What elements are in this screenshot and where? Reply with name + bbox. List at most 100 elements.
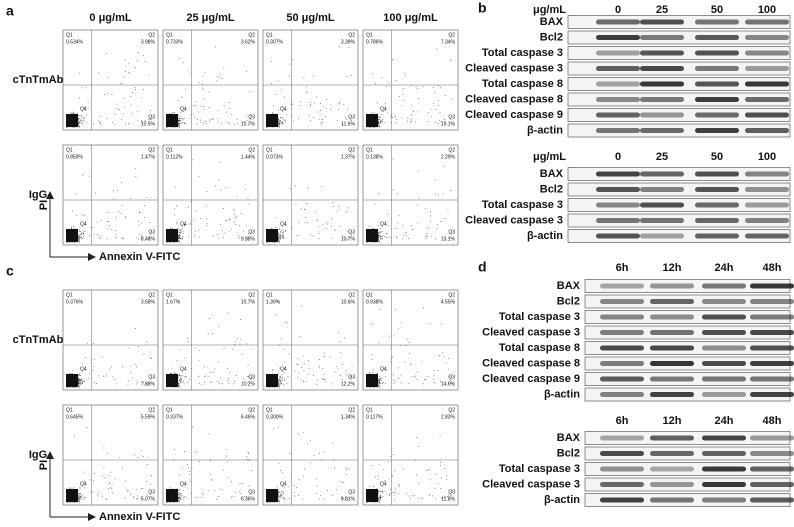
event-dot — [199, 383, 200, 384]
event-dot — [380, 236, 381, 237]
event-dot — [382, 121, 383, 122]
flow-plot: Q10.138%Q22.29%Q313.1%Q484.5% — [363, 145, 458, 245]
event-dot — [83, 237, 84, 238]
event-dot — [235, 492, 236, 493]
event-dot — [150, 110, 151, 111]
event-dot — [281, 123, 282, 124]
event-dot — [211, 474, 212, 475]
event-dot — [314, 455, 315, 456]
quadrant-percent: 11.6% — [341, 121, 355, 127]
event-dot — [324, 374, 325, 375]
event-dot — [239, 491, 240, 492]
event-dot — [339, 206, 340, 207]
event-dot — [85, 497, 86, 498]
event-dot — [440, 488, 441, 489]
event-dot — [128, 123, 129, 124]
event-dot — [106, 376, 107, 377]
event-dot — [151, 358, 152, 359]
row-label: IgG — [29, 449, 47, 461]
quadrant-name: Q3 — [448, 489, 455, 495]
event-dot — [435, 194, 436, 195]
event-dot — [85, 497, 86, 498]
quadrant-percent: 7.34% — [441, 39, 456, 45]
event-dot — [119, 109, 120, 110]
event-dot — [305, 223, 306, 224]
event-dot — [94, 359, 95, 360]
event-dot — [297, 364, 298, 365]
band — [702, 467, 746, 472]
event-dot — [97, 234, 98, 235]
band — [745, 218, 789, 223]
event-dot — [332, 495, 333, 496]
band — [695, 66, 739, 71]
event-dot — [87, 122, 88, 123]
flow-plot: Q11.39%Q210.6%Q312.2%Q475.9% — [263, 290, 358, 390]
quadrant-name: Q4 — [380, 221, 387, 227]
event-dot — [325, 379, 326, 380]
quadrant-percent: 88.5% — [166, 238, 181, 244]
event-dot — [71, 113, 72, 114]
event-dot — [139, 225, 140, 226]
event-dot — [177, 222, 178, 223]
event-dot — [81, 233, 82, 234]
event-dot — [382, 238, 383, 239]
event-dot — [69, 488, 70, 489]
event-dot — [279, 230, 280, 231]
protein-label: Cleaved caspase 8 — [482, 357, 580, 369]
event-dot — [186, 378, 187, 379]
event-dot — [281, 494, 282, 495]
event-dot — [279, 492, 280, 493]
event-dot — [174, 208, 175, 209]
event-dot — [285, 322, 286, 323]
event-dot — [346, 469, 347, 470]
band — [600, 315, 644, 320]
quadrant-name: Q2 — [448, 32, 455, 38]
event-dot — [402, 225, 403, 226]
band — [650, 361, 694, 366]
event-dot — [284, 238, 285, 239]
event-dot — [232, 349, 233, 350]
event-dot — [180, 233, 181, 234]
event-dot — [231, 114, 232, 115]
event-dot — [378, 234, 379, 235]
event-dot — [317, 486, 318, 487]
event-dot — [173, 460, 174, 461]
event-dot — [99, 238, 100, 239]
event-dot — [388, 237, 389, 238]
event-dot — [444, 356, 445, 357]
event-dot — [98, 120, 99, 121]
event-dot — [183, 490, 184, 491]
event-dot — [446, 363, 447, 364]
event-dot — [397, 193, 398, 194]
event-dot — [436, 122, 437, 123]
event-dot — [234, 210, 235, 211]
event-dot — [273, 370, 274, 371]
event-dot — [218, 496, 219, 497]
event-dot — [303, 433, 304, 434]
event-dot — [382, 383, 383, 384]
event-dot — [224, 106, 225, 107]
event-dot — [298, 358, 299, 359]
event-dot — [140, 234, 141, 235]
event-dot — [418, 171, 419, 172]
event-dot — [212, 119, 213, 120]
band — [600, 392, 644, 397]
event-dot — [340, 226, 341, 227]
protein-label: Total caspase 3 — [482, 199, 563, 211]
event-dot — [130, 96, 131, 97]
event-dot — [372, 323, 373, 324]
event-dot — [171, 373, 172, 374]
event-dot — [271, 83, 272, 84]
event-dot — [392, 117, 393, 118]
quadrant-name: Q3 — [148, 374, 155, 380]
event-dot — [129, 73, 130, 74]
event-dot — [180, 380, 181, 381]
event-dot — [84, 381, 85, 382]
band — [695, 113, 739, 118]
event-dot — [393, 454, 394, 455]
event-dot — [107, 453, 108, 454]
event-dot — [128, 490, 129, 491]
event-dot — [184, 123, 185, 124]
event-dot — [281, 379, 282, 380]
event-dot — [417, 379, 418, 380]
